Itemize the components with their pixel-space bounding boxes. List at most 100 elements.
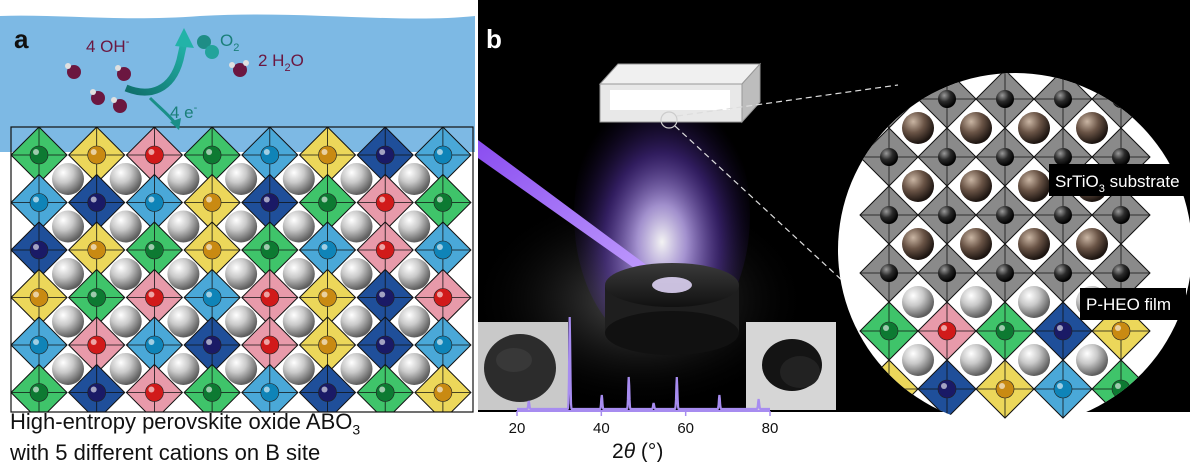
a-site-cation	[340, 258, 373, 290]
ti-cation	[880, 206, 898, 224]
b-site-cation	[937, 321, 957, 341]
xrd-ticks: 20 40 60 80	[509, 411, 779, 437]
a-site-cation	[109, 163, 142, 195]
a-site-cation	[282, 210, 315, 243]
b-site-cation	[1111, 321, 1131, 341]
cation-highlight	[263, 149, 270, 155]
cation-highlight	[263, 339, 270, 345]
b-site-cation	[318, 240, 337, 260]
a-site-cation	[960, 170, 992, 202]
a-site-cation	[167, 163, 200, 195]
cation-highlight	[206, 149, 213, 155]
cation-highlight	[263, 196, 270, 203]
water-region	[0, 0, 475, 19]
b-site-cation	[1053, 321, 1073, 341]
b-site-cation	[87, 193, 106, 212]
cation-highlight	[206, 386, 213, 393]
h2o-label: 2 H2O	[258, 51, 304, 74]
a-site-cation	[225, 163, 258, 195]
a-site-cation	[109, 258, 142, 290]
b-site-cation	[375, 145, 395, 165]
cation-highlight	[33, 339, 39, 345]
a-site-cation	[1018, 112, 1050, 144]
cation-highlight	[436, 386, 443, 393]
a-site-cation	[340, 210, 373, 243]
b-site-cation	[29, 193, 49, 212]
b-site-cation	[433, 240, 453, 260]
a-site-cation	[167, 353, 200, 385]
cation-highlight	[263, 386, 270, 393]
b-site-cation	[29, 145, 49, 165]
ti-cation	[880, 264, 898, 282]
b-site-cation	[260, 383, 280, 402]
cation-highlight	[999, 383, 1005, 389]
ti-cation	[1054, 90, 1072, 108]
panel-a-caption: High-entropy perovskite oxide ABO3 with …	[10, 410, 360, 465]
ti-cation	[938, 206, 956, 224]
cation-highlight	[321, 244, 328, 250]
cation-highlight	[33, 244, 39, 250]
b-site-cation	[260, 193, 280, 212]
cation-highlight	[148, 149, 155, 155]
cation-highlight	[436, 196, 443, 203]
xrd-tick-label: 60	[677, 420, 694, 437]
cation-highlight	[148, 386, 155, 393]
reactant-label: 4 OH-	[86, 36, 130, 56]
b-site-cation	[202, 335, 222, 355]
ti-cation	[1054, 264, 1072, 282]
zoom-line-top	[676, 84, 899, 117]
cation-highlight	[263, 291, 270, 298]
b-site-cation	[375, 240, 395, 260]
cation-highlight	[206, 244, 213, 250]
b-site-cation	[937, 379, 957, 399]
b-site-cation	[87, 145, 106, 165]
a-site-cation	[282, 353, 315, 385]
b-site-cation	[145, 145, 164, 165]
caption-line-2: with 5 different cations on B site	[10, 440, 321, 465]
ti-cation	[1054, 148, 1072, 166]
lattice-frame	[10, 126, 474, 413]
cation-highlight	[148, 196, 155, 203]
cation-highlight	[1115, 383, 1121, 389]
a-site-cation	[960, 112, 992, 144]
ti-cation	[996, 90, 1014, 108]
a-site-cation	[340, 353, 373, 385]
electron-label: 4 e-	[170, 102, 198, 122]
water-background	[0, 14, 475, 152]
b-site-cation	[202, 383, 222, 402]
cation-highlight	[436, 339, 443, 345]
a-site-cation	[282, 258, 315, 290]
cation-highlight	[379, 196, 386, 203]
a-site-cation	[52, 353, 84, 385]
cation-highlight	[379, 149, 386, 155]
a-site-cation	[340, 305, 373, 338]
ti-cation	[1054, 206, 1072, 224]
substrate-label: SrTiO3 substrate	[1055, 172, 1180, 195]
a-site-cation	[1076, 228, 1108, 260]
b-site-cation	[145, 335, 164, 355]
a-site-cation	[225, 210, 258, 243]
b-site-cation	[260, 145, 280, 165]
xrd-tick-label: 80	[762, 420, 779, 437]
b-site-cation	[87, 240, 106, 260]
a-site-cation	[167, 258, 200, 290]
a-site-cation	[398, 210, 431, 243]
b-site-cation	[433, 145, 453, 165]
a-site-cation	[902, 228, 934, 260]
cation-highlight	[321, 196, 328, 203]
b-site-cation	[433, 383, 453, 402]
ti-cation	[1112, 206, 1130, 224]
a-site-cation	[1018, 170, 1050, 202]
cation-highlight	[436, 244, 443, 250]
xrd-trace	[517, 316, 770, 411]
o2-label: O2	[220, 31, 239, 54]
a-site-cation	[225, 353, 258, 385]
cation-highlight	[1057, 383, 1063, 389]
cation-highlight	[206, 196, 213, 203]
cation-highlight	[148, 339, 155, 345]
xrd-pattern: 20 40 60 80 2θ (°)	[509, 316, 779, 462]
cation-highlight	[379, 244, 386, 250]
b-site-cation	[433, 193, 453, 212]
ti-cation	[880, 148, 898, 166]
